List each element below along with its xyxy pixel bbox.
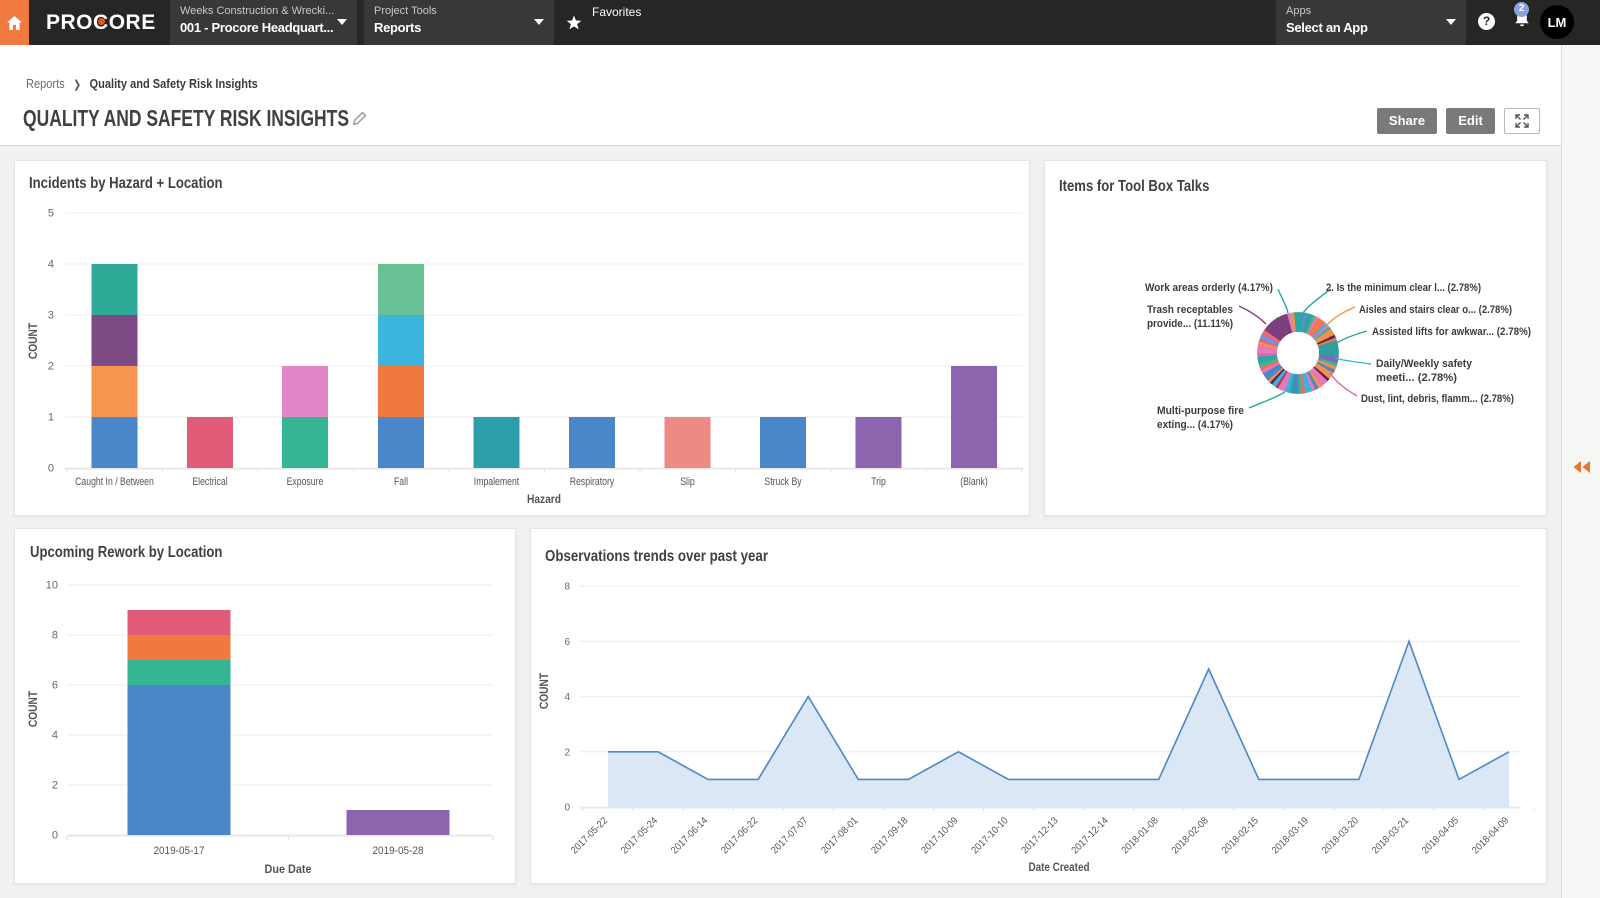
- svg-text:2017-08-01: 2017-08-01: [819, 815, 860, 856]
- svg-text:2. Is the minimum clear l... (: 2. Is the minimum clear l... (2.78%): [1326, 282, 1481, 294]
- svg-text:2017-06-14: 2017-06-14: [669, 815, 710, 856]
- svg-text:COUNT: COUNT: [26, 322, 40, 359]
- svg-text:2017-12-13: 2017-12-13: [1020, 815, 1061, 856]
- svg-text:1: 1: [48, 412, 54, 424]
- svg-text:2018-03-19: 2018-03-19: [1270, 815, 1311, 856]
- svg-text:2017-10-09: 2017-10-09: [920, 815, 961, 856]
- svg-text:8: 8: [564, 582, 570, 593]
- svg-text:Incidents by Hazard + Location: Incidents by Hazard + Location: [29, 175, 223, 192]
- svg-text:COUNT: COUNT: [26, 690, 40, 727]
- svg-text:2018-01-08: 2018-01-08: [1120, 815, 1161, 856]
- svg-text:4: 4: [564, 692, 570, 703]
- svg-text:Aisles and stairs clear o... (: Aisles and stairs clear o... (2.78%): [1359, 304, 1512, 316]
- svg-text:2017-05-22: 2017-05-22: [569, 815, 610, 856]
- svg-text:2017-07-07: 2017-07-07: [769, 815, 810, 856]
- svg-text:Upcoming Rework by Location: Upcoming Rework by Location: [30, 544, 222, 561]
- svg-text:Impalement: Impalement: [474, 476, 519, 488]
- svg-text:exting... (4.17%): exting... (4.17%): [1157, 419, 1233, 431]
- svg-text:10: 10: [46, 580, 58, 592]
- svg-text:8: 8: [52, 630, 58, 642]
- svg-text:2: 2: [52, 780, 58, 792]
- svg-text:2017-05-24: 2017-05-24: [619, 815, 660, 856]
- svg-text:Caught In / Between: Caught In / Between: [75, 476, 154, 488]
- svg-text:0: 0: [52, 830, 58, 842]
- svg-text:5: 5: [48, 208, 54, 220]
- svg-text:2017-09-18: 2017-09-18: [869, 815, 910, 856]
- svg-text:6: 6: [52, 680, 58, 692]
- svg-text:Work areas orderly (4.17%): Work areas orderly (4.17%): [1145, 282, 1273, 294]
- svg-text:Date Created: Date Created: [1029, 860, 1090, 874]
- svg-text:2018-03-21: 2018-03-21: [1370, 815, 1411, 856]
- svg-text:meeti... (2.78%): meeti... (2.78%): [1376, 372, 1457, 384]
- svg-text:Struck By: Struck By: [764, 476, 802, 488]
- svg-text:Fall: Fall: [394, 476, 408, 488]
- svg-text:2017-10-10: 2017-10-10: [970, 815, 1011, 856]
- svg-text:Respiratory: Respiratory: [570, 476, 615, 488]
- svg-text:Slip: Slip: [680, 476, 695, 488]
- svg-text:2019-05-28: 2019-05-28: [373, 845, 424, 857]
- svg-text:6: 6: [564, 637, 570, 648]
- svg-text:2018-02-15: 2018-02-15: [1220, 815, 1261, 856]
- svg-text:Daily/Weekly safety: Daily/Weekly safety: [1376, 358, 1473, 370]
- svg-text:2017-06-22: 2017-06-22: [719, 815, 760, 856]
- svg-text:2019-05-17: 2019-05-17: [154, 845, 205, 857]
- svg-text:provide... (11.11%): provide... (11.11%): [1147, 318, 1233, 330]
- svg-text:Assisted lifts for awkwar... (: Assisted lifts for awkwar... (2.78%): [1372, 326, 1531, 338]
- svg-text:2017-12-14: 2017-12-14: [1070, 815, 1111, 856]
- svg-text:2: 2: [48, 361, 54, 373]
- svg-text:2018-04-05: 2018-04-05: [1420, 815, 1461, 856]
- svg-text:(Blank): (Blank): [960, 476, 988, 488]
- svg-text:2018-04-09: 2018-04-09: [1470, 815, 1511, 856]
- svg-text:COUNT: COUNT: [537, 672, 551, 709]
- svg-text:Items for Tool Box Talks: Items for Tool Box Talks: [1059, 178, 1209, 195]
- svg-text:0: 0: [48, 463, 54, 475]
- svg-text:Due Date: Due Date: [265, 862, 312, 876]
- svg-text:Trip: Trip: [871, 476, 886, 488]
- svg-text:Observations trends over past: Observations trends over past year: [545, 548, 768, 565]
- svg-text:Hazard: Hazard: [527, 492, 561, 506]
- svg-text:4: 4: [48, 259, 54, 271]
- svg-text:3: 3: [48, 310, 54, 322]
- svg-text:2: 2: [564, 747, 570, 758]
- svg-text:Exposure: Exposure: [287, 476, 324, 488]
- svg-text:Dust, lint, debris, flamm... (: Dust, lint, debris, flamm... (2.78%): [1361, 393, 1514, 405]
- svg-text:Multi-purpose fire: Multi-purpose fire: [1157, 405, 1244, 417]
- svg-text:Electrical: Electrical: [192, 476, 227, 488]
- svg-text:4: 4: [52, 730, 58, 742]
- svg-text:Trash receptables: Trash receptables: [1147, 304, 1233, 316]
- svg-text:2018-02-08: 2018-02-08: [1170, 815, 1211, 856]
- svg-text:2018-03-20: 2018-03-20: [1320, 815, 1361, 856]
- svg-text:0: 0: [564, 803, 570, 814]
